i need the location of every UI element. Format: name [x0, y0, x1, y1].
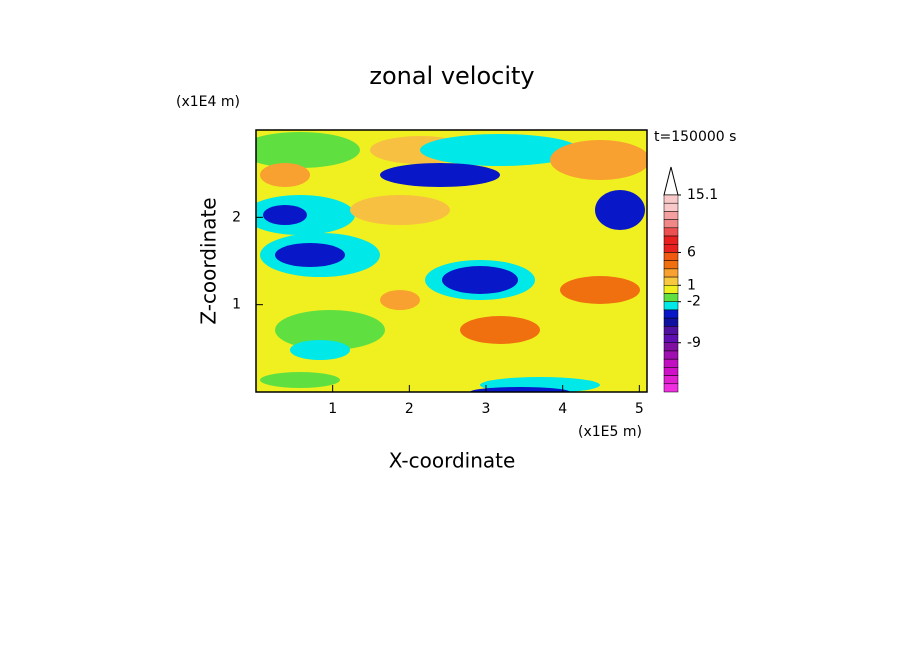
colorbar-box [663, 301, 679, 311]
colorbar-extend [663, 166, 679, 196]
colorbar-box [663, 285, 679, 294]
contour-region [350, 195, 450, 225]
contour-region [275, 310, 385, 350]
contour-region [560, 276, 640, 304]
contour-region [275, 243, 345, 267]
colorbar-box [663, 350, 679, 360]
contour-region [256, 132, 360, 168]
x-tick-label: 4 [558, 401, 567, 417]
colorbar-box [663, 219, 679, 229]
contour-region [263, 205, 307, 225]
colorbar-box [663, 244, 679, 253]
x-tick-label: 3 [482, 401, 491, 417]
colorbar-box [663, 367, 679, 376]
y-unit: (x1E4 m) [176, 94, 240, 110]
contour-region [380, 163, 500, 187]
contour-region [380, 290, 420, 310]
contour-region [260, 372, 340, 388]
colorbar-box [663, 235, 679, 245]
colorbar-tick-label: -2 [687, 294, 701, 310]
colorbar-box [663, 260, 679, 270]
colorbar-box [663, 202, 679, 212]
chart-title: zonal velocity [369, 62, 534, 90]
colorbar-box [663, 342, 679, 352]
contour-field [256, 130, 647, 392]
colorbar-box [663, 276, 679, 286]
contour-region [595, 190, 645, 230]
colorbar-box [663, 375, 679, 385]
colorbar-tick-label: 15.1 [687, 187, 718, 203]
colorbar-box [663, 383, 679, 393]
colorbar-tick-label: 1 [687, 277, 696, 293]
contour-region [420, 134, 580, 166]
colorbar-box [663, 194, 679, 204]
colorbar-box [663, 211, 679, 220]
colorbar-box [663, 326, 679, 335]
colorbar-box [663, 252, 679, 261]
colorbar-box [663, 334, 679, 343]
colorbar-box [663, 227, 679, 237]
contour-region [442, 266, 518, 294]
x-axis-label: X-coordinate [389, 449, 516, 473]
contour-region [470, 387, 570, 392]
x-tick-label: 1 [328, 401, 337, 417]
contour-region [460, 316, 540, 344]
contour-region [260, 163, 310, 187]
colorbar-tick-label: -9 [687, 335, 701, 351]
time-annotation: t=150000 s [654, 129, 736, 145]
colorbar-box [663, 317, 679, 327]
y-axis-label: Z-coordinate [197, 197, 221, 324]
y-tick-label: 1 [232, 297, 241, 313]
x-unit: (x1E5 m) [578, 424, 642, 440]
colorbar-box [663, 268, 679, 278]
x-tick-label: 2 [405, 401, 414, 417]
colorbar-box [663, 309, 679, 319]
plot-frame [255, 129, 648, 393]
colorbar-tick-label: 6 [687, 244, 696, 260]
colorbar-box [663, 293, 679, 302]
x-tick-label: 5 [635, 401, 644, 417]
colorbar-box [663, 358, 679, 368]
contour-region [550, 140, 647, 180]
y-tick-label: 2 [232, 209, 241, 225]
contour-region [290, 340, 350, 360]
